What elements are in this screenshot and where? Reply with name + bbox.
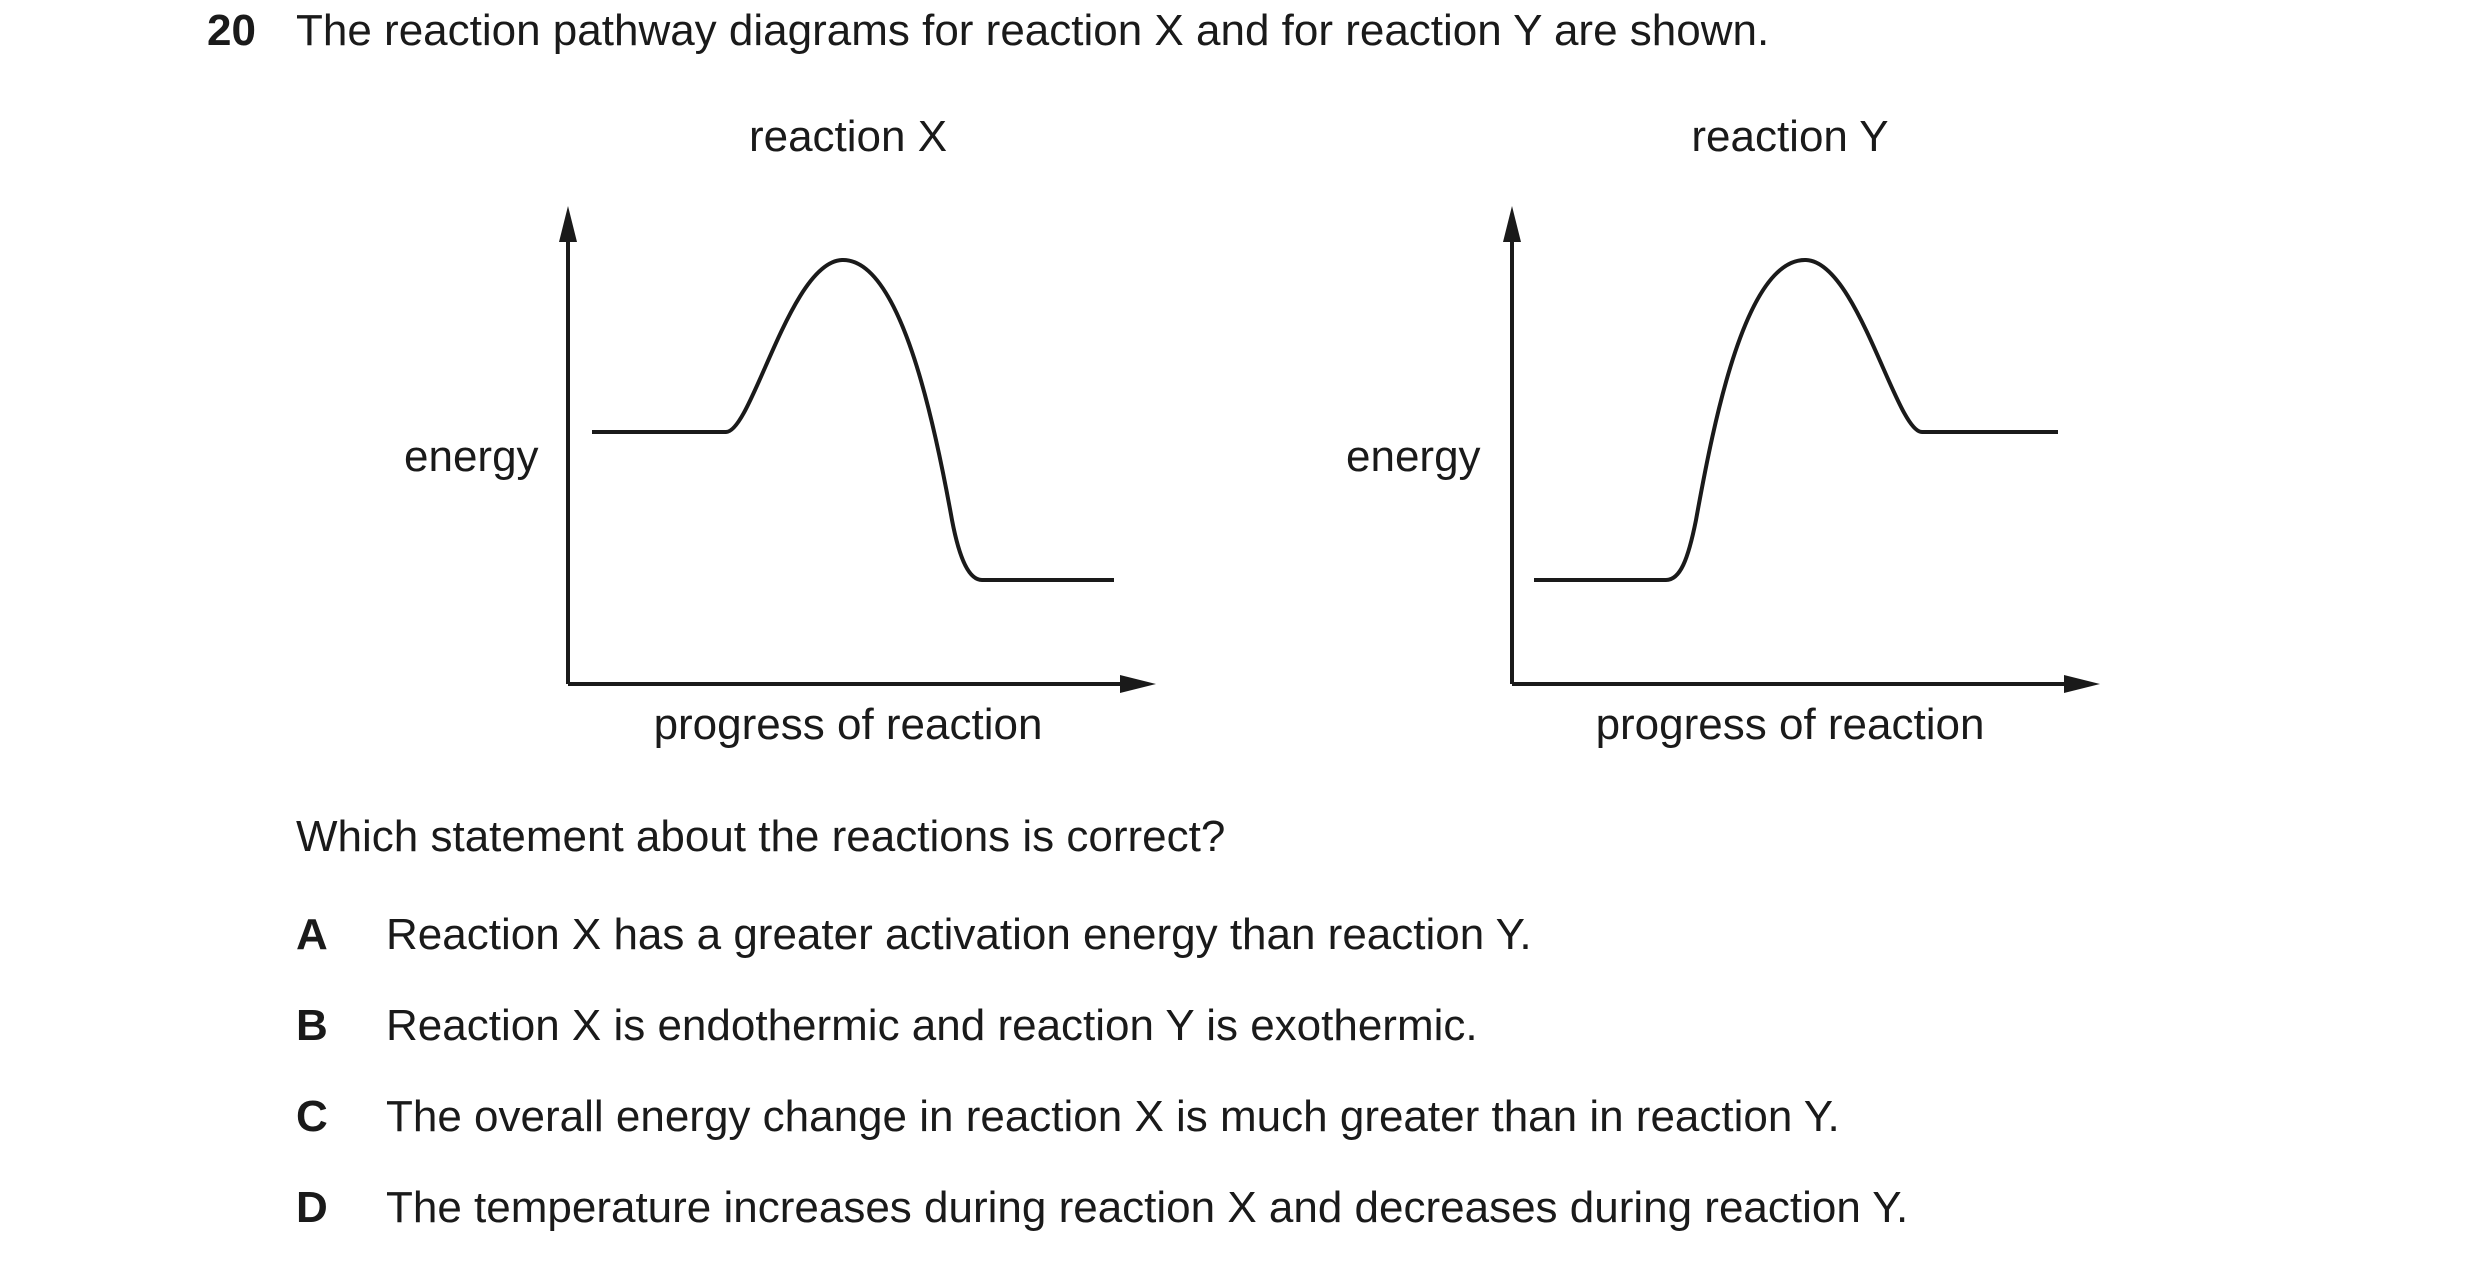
option-b-text[interactable]: Reaction X is endothermic and reaction Y… xyxy=(386,1001,1478,1050)
diagram-y-x-arrow-icon xyxy=(2064,675,2100,693)
option-a-text[interactable]: Reaction X has a greater activation ener… xyxy=(386,910,1532,959)
diagram-x-xlabel: progress of reaction xyxy=(653,700,1043,749)
diagram-x-ylabel: energy xyxy=(404,432,539,481)
option-d-letter[interactable]: D xyxy=(296,1183,328,1232)
option-c-text[interactable]: The overall energy change in reaction X … xyxy=(386,1092,1840,1141)
diagram-y-title: reaction Y xyxy=(1691,112,1889,161)
question-number: 20 xyxy=(207,6,256,55)
diagram-x-title: reaction X xyxy=(748,112,948,161)
question-prompt: Which statement about the reactions is c… xyxy=(296,812,1226,861)
diagram-x-energy-curve xyxy=(592,257,1114,582)
question-text: The reaction pathway diagrams for reacti… xyxy=(296,6,1770,55)
diagram-x-axes xyxy=(559,206,1156,693)
option-b-letter[interactable]: B xyxy=(296,1001,328,1050)
diagram-x-y-arrow-icon xyxy=(559,206,577,242)
option-a-letter[interactable]: A xyxy=(296,910,328,959)
option-d-text[interactable]: The temperature increases during reactio… xyxy=(386,1183,1909,1232)
option-c-letter[interactable]: C xyxy=(296,1092,328,1141)
diagram-y-energy-curve xyxy=(1534,257,2058,582)
diagram-y-ylabel: energy xyxy=(1346,432,1481,481)
diagram-x-x-arrow-icon xyxy=(1120,675,1156,693)
diagram-y-y-arrow-icon xyxy=(1503,206,1521,242)
diagram-y-axes xyxy=(1503,206,2100,693)
diagram-y-xlabel: progress of reaction xyxy=(1595,700,1985,749)
